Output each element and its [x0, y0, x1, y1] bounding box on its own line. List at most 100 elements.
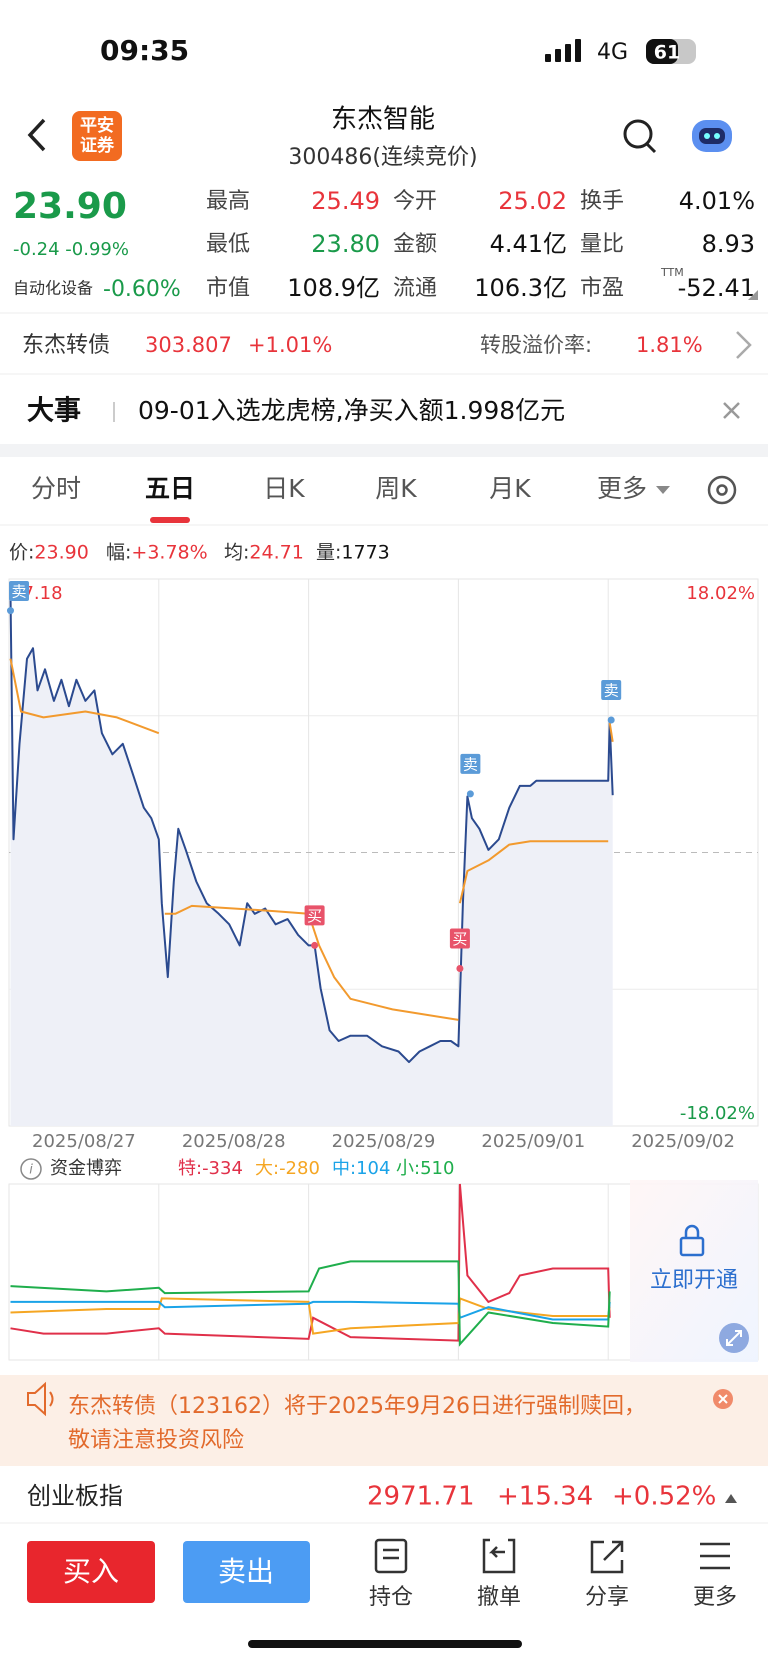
- buy-button[interactable]: [27, 1541, 155, 1603]
- fund-line: [10, 1260, 611, 1347]
- toolbar-item[interactable]: 分享: [585, 1585, 629, 1610]
- stat-label: 市盈: [580, 276, 624, 301]
- tab[interactable]: 日K: [263, 474, 305, 503]
- notice-banner: [0, 1375, 768, 1466]
- bond-chevron[interactable]: [736, 331, 752, 359]
- premium-value: 1.81%: [636, 333, 703, 357]
- premium-label: 转股溢价率:: [480, 333, 592, 357]
- stat-value: 4.01%: [679, 187, 755, 215]
- info-label: 量:: [316, 542, 341, 564]
- fund-legend: 小:510: [396, 1158, 454, 1179]
- stat-label: 量比: [580, 232, 624, 257]
- stat-label: 今开: [393, 189, 437, 214]
- trade-label: 卖: [604, 682, 619, 700]
- trade-dot: [607, 716, 615, 724]
- stat-value: 108.9亿: [287, 274, 380, 302]
- fund-legend: 中:104: [332, 1158, 390, 1179]
- logo-text: 证券: [80, 135, 115, 156]
- sector-change: -0.60%: [103, 277, 181, 302]
- assistant-button[interactable]: [692, 120, 732, 152]
- info-icon[interactable]: [20, 1158, 42, 1180]
- trade-badge: [9, 581, 29, 601]
- stat-label: 流通: [393, 276, 437, 301]
- ttm-label: TTM: [660, 266, 684, 279]
- trade-label: 买: [307, 907, 322, 925]
- toolbar-item[interactable]: 更多: [693, 1585, 737, 1610]
- fund-title: 资金博弈: [50, 1158, 122, 1179]
- y2-tick-label: -18.02%: [680, 1103, 755, 1124]
- y2-tick-label: 18.02%: [686, 583, 755, 604]
- holdings-icon: [374, 1538, 408, 1574]
- trade-label: 卖: [11, 583, 26, 601]
- x-tick-label: 2025/09/02: [631, 1131, 735, 1152]
- bond-name: 东杰转债: [22, 333, 110, 358]
- info-label: 均:: [224, 542, 249, 564]
- sell-button[interactable]: [183, 1541, 310, 1603]
- x-tick-label: 2025/08/28: [182, 1131, 286, 1152]
- stat-value: 25.49: [311, 187, 380, 215]
- trade-badge: [304, 905, 325, 926]
- news-close[interactable]: [723, 402, 740, 419]
- logo-text: 平安: [80, 115, 114, 136]
- stat-value: 4.41亿: [490, 230, 567, 258]
- tab[interactable]: 五日: [145, 474, 195, 503]
- index-change-pct: +0.52%: [612, 1482, 716, 1512]
- stat-label: 最高: [206, 189, 250, 214]
- info-label: 价:: [9, 542, 34, 564]
- trade-label: 卖: [463, 755, 478, 773]
- back-button[interactable]: [27, 118, 46, 152]
- tab[interactable]: 分时: [31, 474, 81, 503]
- toolbar-item[interactable]: 撤单: [477, 1585, 521, 1610]
- fund-line: [10, 1296, 611, 1335]
- news-tag: 大事: [27, 396, 81, 427]
- notice-close-glyph: [718, 1394, 728, 1404]
- notice-text: 东杰转债（123162）将于2025年9月26日进行强制赎回，: [68, 1394, 646, 1419]
- trade-badge: [460, 753, 481, 774]
- cancel-icon: [482, 1538, 516, 1574]
- home-indicator: [248, 1640, 522, 1648]
- stat-label: 最低: [206, 232, 250, 257]
- share-icon: [590, 1540, 624, 1574]
- more-arrow: [656, 486, 670, 494]
- corner-mark: [748, 290, 758, 300]
- index-change: +15.34: [497, 1482, 593, 1512]
- fund-line: [10, 1183, 611, 1342]
- stat-value: 23.80: [311, 230, 380, 258]
- last-price: 23.90: [13, 186, 127, 227]
- news-text[interactable]: 09-01入选龙虎榜,净买入额1.998亿元: [138, 396, 565, 425]
- broker-logo: [72, 111, 122, 161]
- search-button[interactable]: [623, 119, 657, 154]
- bond-price: 303.807: [145, 333, 232, 357]
- settings-button[interactable]: [707, 475, 737, 505]
- toolbar-item[interactable]: 持仓: [369, 1585, 413, 1610]
- trade-dot: [456, 964, 464, 972]
- index-value: 2971.71: [367, 1482, 475, 1512]
- stock-name: 东杰智能: [331, 105, 435, 135]
- index-expand[interactable]: [725, 1494, 737, 1503]
- more-icon: [700, 1542, 730, 1570]
- bond-change: +1.01%: [248, 333, 332, 357]
- stat-value: 106.3亿: [474, 274, 567, 302]
- expand-glyph: [726, 1330, 742, 1346]
- speaker-icon: [27, 1381, 54, 1417]
- network: 4G: [597, 40, 628, 65]
- trade-dot: [311, 941, 319, 949]
- tab[interactable]: 月K: [489, 474, 531, 503]
- info-value: +3.78%: [131, 542, 207, 564]
- buy-label: 买入: [63, 1555, 119, 1588]
- price-change: -0.24 -0.99%: [13, 239, 129, 260]
- sector-name: 自动化设备: [13, 279, 93, 298]
- price-line: [9, 594, 614, 1064]
- stat-value: 8.93: [702, 230, 755, 258]
- section-gap: [0, 444, 768, 457]
- unlock-button[interactable]: 立即开通: [650, 1268, 738, 1293]
- x-tick-label: 2025/08/27: [32, 1131, 136, 1152]
- info-icon-glyph: i: [29, 1163, 33, 1178]
- tab[interactable]: 周K: [375, 474, 417, 503]
- index-name: 创业板指: [27, 1482, 123, 1510]
- sell-label: 卖出: [218, 1555, 274, 1588]
- fund-legend: 特:-334: [178, 1158, 243, 1179]
- tab[interactable]: 更多: [597, 474, 647, 503]
- tab-indicator: [150, 517, 190, 523]
